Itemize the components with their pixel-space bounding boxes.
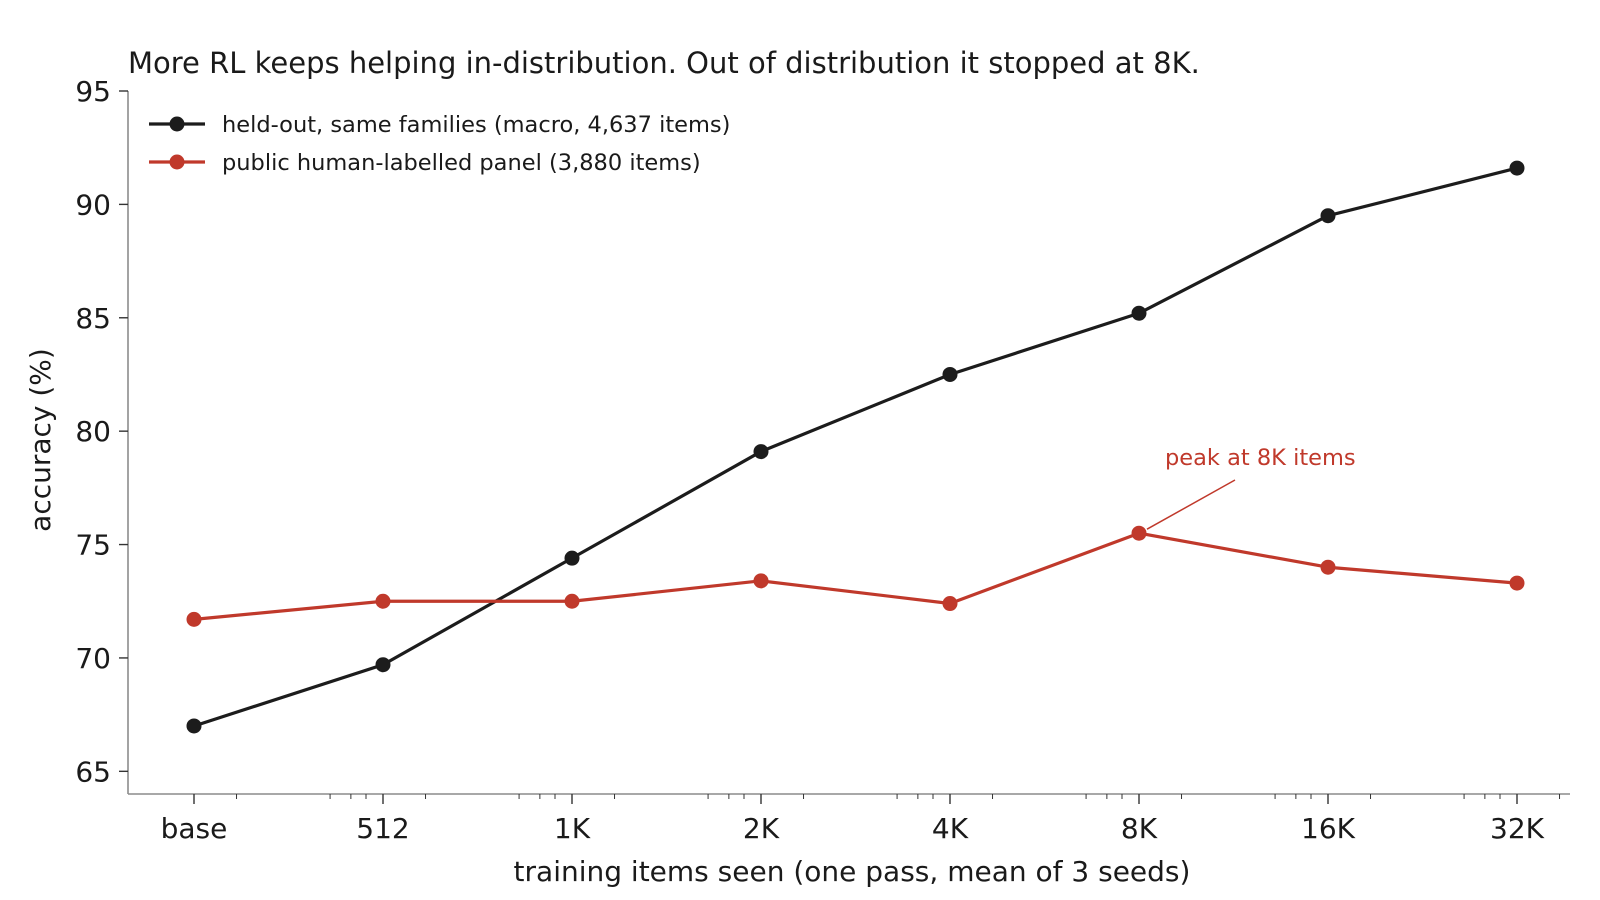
annotation-text: peak at 8K items xyxy=(1165,445,1356,471)
data-point-2-512 xyxy=(375,593,391,609)
legend-item-1: held-out, same families (macro, 4,637 it… xyxy=(149,112,730,138)
legend-label: public human-labelled panel (3,880 items… xyxy=(222,150,701,176)
data-point-1-base xyxy=(186,718,202,734)
data-point-1-512 xyxy=(375,657,391,673)
chart-title: More RL keeps helping in-distribution. O… xyxy=(128,46,1200,80)
y-tick-label-70: 70 xyxy=(75,642,111,675)
x-axis-title: training items seen (one pass, mean of 3… xyxy=(514,855,1191,888)
annotation-arrow xyxy=(1146,479,1236,530)
data-point-2-base xyxy=(186,611,202,627)
data-point-1-4k xyxy=(942,366,958,382)
series-line-1 xyxy=(193,166,1518,728)
x-tick-label-4k: 4K xyxy=(932,812,969,845)
data-point-2-4k xyxy=(942,596,958,612)
data-point-2-1k xyxy=(564,593,580,609)
x-tick-label-base: base xyxy=(161,812,228,845)
data-point-2-8k xyxy=(1131,525,1147,541)
x-tick-label-8k: 8K xyxy=(1121,812,1158,845)
annotation-layer: peak at 8K items xyxy=(1146,445,1356,530)
data-point-2-16k xyxy=(1320,559,1336,575)
data-point-2-2k xyxy=(753,573,769,589)
data-point-1-16k xyxy=(1320,208,1336,224)
y-tick-label-75: 75 xyxy=(75,529,111,562)
data-point-2-32k xyxy=(1509,575,1525,591)
legend-swatch-marker xyxy=(169,154,185,170)
y-tick-label-85: 85 xyxy=(75,302,111,335)
series-line-2 xyxy=(193,531,1518,621)
legend-label: held-out, same families (macro, 4,637 it… xyxy=(222,112,730,138)
data-point-1-2k xyxy=(753,444,769,460)
y-tick-label-80: 80 xyxy=(75,415,111,448)
x-tick-label-512: 512 xyxy=(356,812,409,845)
x-tick-label-1k: 1K xyxy=(554,812,591,845)
legend: held-out, same families (macro, 4,637 it… xyxy=(149,112,730,176)
legend-item-2: public human-labelled panel (3,880 items… xyxy=(149,150,701,176)
series-2 xyxy=(186,525,1525,627)
data-point-1-1k xyxy=(564,550,580,566)
data-point-1-8k xyxy=(1131,305,1147,321)
y-tick-label-95: 95 xyxy=(75,75,111,108)
series-1 xyxy=(186,160,1525,734)
y-tick-label-90: 90 xyxy=(75,188,111,221)
data-point-1-32k xyxy=(1509,160,1525,176)
x-tick-label-2k: 2K xyxy=(743,812,780,845)
y-tick-label-65: 65 xyxy=(75,755,111,788)
axes: 65 70 75 80 85 90 95 base 512 1K 2K 4K 8K 16K 32K xyxy=(75,75,1570,845)
series-layer xyxy=(186,160,1525,734)
legend-swatch-marker xyxy=(169,116,185,132)
x-tick-label-16k: 16K xyxy=(1301,812,1356,845)
x-tick-label-32k: 32K xyxy=(1490,812,1545,845)
annotation-1: peak at 8K items xyxy=(1146,445,1356,530)
y-axis-title: accuracy (%) xyxy=(24,348,57,532)
